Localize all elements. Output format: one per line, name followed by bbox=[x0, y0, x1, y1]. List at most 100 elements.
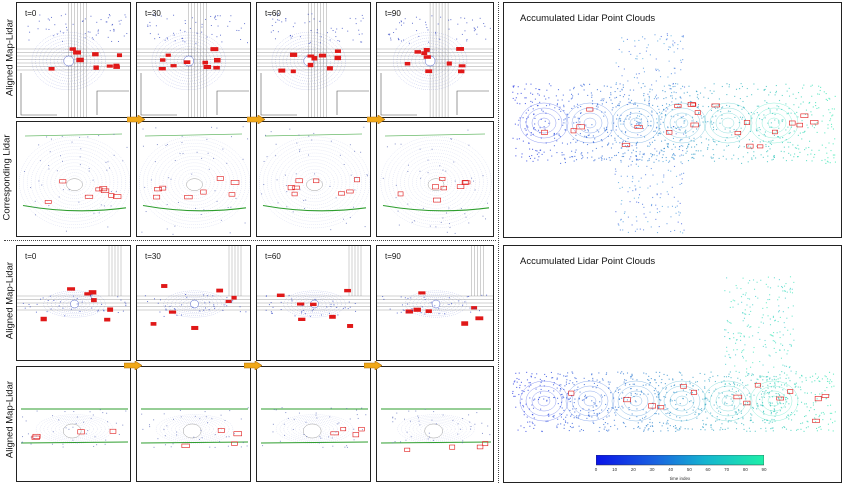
vehicle-boxes bbox=[276, 288, 354, 328]
vehicle-boxes bbox=[31, 428, 117, 440]
vehicle-boxes bbox=[568, 382, 830, 423]
accumulated-rings bbox=[519, 102, 799, 144]
vehicle-boxes bbox=[404, 47, 466, 74]
lidar-rings bbox=[380, 136, 492, 229]
vehicle-boxes bbox=[153, 176, 240, 200]
point-scatter bbox=[261, 126, 368, 231]
time-label: t=30 bbox=[145, 252, 161, 261]
accumulated-points bbox=[512, 276, 836, 433]
colorbar-tick-label: 40 bbox=[668, 467, 674, 472]
accumulated-panel-top: Accumulated Lidar Point Clouds bbox=[503, 2, 842, 238]
ground-edge bbox=[262, 133, 367, 212]
panel-bottom-lidar-t60 bbox=[256, 366, 371, 482]
point-scatter bbox=[269, 13, 364, 44]
vehicle-boxes bbox=[404, 441, 489, 452]
panel-bottom-map-t0: t=0 bbox=[16, 245, 131, 361]
panel-bottom-map-t30: t=30 bbox=[136, 245, 251, 361]
accumulated-points bbox=[512, 33, 836, 234]
road-map-lines bbox=[257, 3, 370, 117]
arrow-right-icon bbox=[247, 115, 265, 124]
time-colorbar: 0 10 20 30 40 50 60 70 80 90 time index bbox=[594, 455, 767, 482]
colorbar-label: time index bbox=[669, 476, 691, 481]
panel-top-lidar-t60 bbox=[256, 121, 371, 237]
panel-top-map-t60: t=60 bbox=[256, 2, 371, 118]
arrow-right-icon bbox=[124, 361, 142, 370]
point-scatter bbox=[144, 294, 247, 317]
point-scatter bbox=[22, 294, 127, 317]
point-scatter bbox=[27, 13, 128, 42]
time-label: t=0 bbox=[25, 9, 37, 18]
point-scatter bbox=[265, 294, 357, 317]
ground-edge bbox=[142, 133, 247, 212]
vehicle-boxes bbox=[48, 47, 123, 71]
vehicle-boxes bbox=[278, 49, 342, 74]
point-scatter bbox=[382, 129, 488, 234]
vehicle-boxes bbox=[287, 177, 360, 197]
panel-top-lidar-t30 bbox=[136, 121, 251, 237]
ground-edge bbox=[140, 408, 249, 444]
time-label: t=60 bbox=[265, 252, 281, 261]
road-map-lines bbox=[257, 246, 370, 311]
colorbar-tick-label: 30 bbox=[649, 467, 655, 472]
panel-top-lidar-t0 bbox=[16, 121, 131, 237]
panel-bottom-map-t90: t=90 bbox=[376, 245, 494, 361]
ground-edge bbox=[22, 133, 127, 212]
colorbar-tick-label: 90 bbox=[761, 467, 767, 472]
point-scatter bbox=[141, 126, 249, 235]
colorbar-tick-label: 20 bbox=[630, 467, 636, 472]
point-scatter bbox=[141, 407, 249, 448]
arrow-right-icon bbox=[127, 115, 145, 124]
accumulated-rings bbox=[519, 380, 799, 422]
vehicle-boxes bbox=[405, 291, 484, 326]
panel-top-map-t90: t=90 bbox=[376, 2, 494, 118]
time-label: t=90 bbox=[385, 252, 401, 261]
panel-top-map-t0: t=0 bbox=[16, 2, 131, 118]
time-label: t=30 bbox=[145, 9, 161, 18]
panel-bottom-lidar-t30 bbox=[136, 366, 251, 482]
road-map-lines bbox=[377, 3, 493, 117]
colorbar-tick-label: 60 bbox=[705, 467, 711, 472]
arrow-right-icon bbox=[364, 361, 382, 370]
ground-edge bbox=[380, 408, 492, 444]
accumulated-title: Accumulated Lidar Point Clouds bbox=[520, 13, 656, 24]
colorbar-tick-label: 10 bbox=[612, 467, 618, 472]
time-label: t=0 bbox=[25, 252, 37, 261]
point-scatter bbox=[262, 407, 367, 448]
vertical-separator bbox=[498, 2, 499, 483]
vehicle-boxes bbox=[330, 426, 365, 438]
vehicle-boxes bbox=[158, 47, 221, 71]
point-scatter bbox=[392, 408, 491, 444]
vehicle-boxes bbox=[541, 102, 819, 149]
ground-edge bbox=[260, 408, 369, 444]
colorbar-tick-label: 70 bbox=[724, 467, 730, 472]
colorbar-gradient bbox=[596, 455, 764, 466]
point-scatter bbox=[387, 15, 491, 44]
point-scatter bbox=[147, 13, 248, 44]
ground-edge bbox=[20, 408, 129, 444]
colorbar-tick-label: 80 bbox=[742, 467, 748, 472]
lidar-rings bbox=[19, 136, 130, 229]
panel-bottom-lidar-t90 bbox=[376, 366, 494, 482]
vehicle-boxes bbox=[44, 179, 122, 204]
row-label-top-lidar: Corresponding Lidar bbox=[1, 134, 13, 221]
arrow-right-icon bbox=[367, 115, 385, 124]
row-label-bottom-map: Aligned Map-Lidar bbox=[4, 261, 16, 340]
road-map-lines bbox=[17, 3, 130, 117]
colorbar-tick-label: 0 bbox=[594, 467, 598, 472]
point-scatter bbox=[382, 294, 488, 315]
time-label: t=90 bbox=[385, 9, 401, 18]
panel-bottom-map-t60: t=60 bbox=[256, 245, 371, 361]
panel-bottom-lidar-t0 bbox=[16, 366, 131, 482]
lidar-rings bbox=[139, 136, 250, 229]
point-scatter bbox=[23, 133, 128, 232]
colorbar-tick-label: 50 bbox=[686, 467, 692, 472]
vehicle-boxes bbox=[397, 176, 471, 203]
vehicle-boxes bbox=[150, 284, 237, 330]
horizontal-separator bbox=[4, 240, 496, 241]
time-label: t=60 bbox=[265, 9, 281, 18]
ground-edge bbox=[382, 133, 490, 212]
row-label-top-map: Aligned Map-Lidar bbox=[4, 18, 16, 97]
row-label-bottom-lidar: Aligned Map-Lidar bbox=[4, 380, 16, 459]
panel-top-map-t30: t=30 bbox=[136, 2, 251, 118]
panel-top-lidar-t90 bbox=[376, 121, 494, 237]
